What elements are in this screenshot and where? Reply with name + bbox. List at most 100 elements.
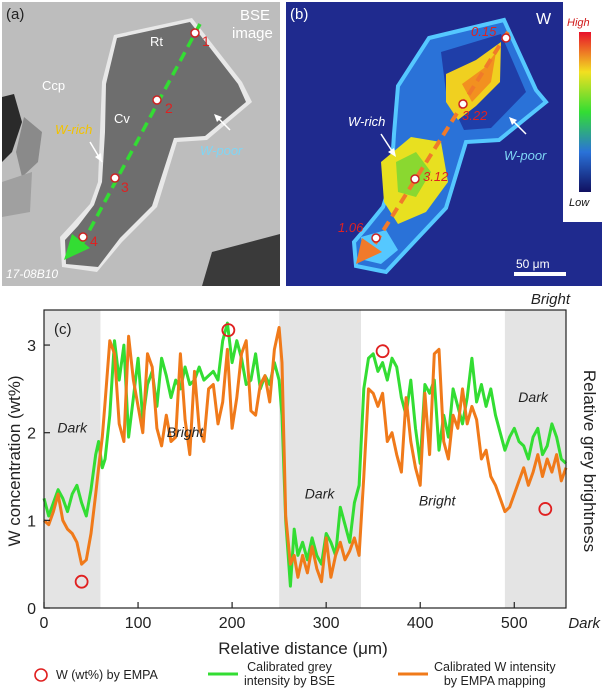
point-label-1: 1: [202, 33, 210, 49]
x-tick-label-1: 100: [125, 615, 152, 632]
point-marker-4: [78, 232, 88, 242]
x-tick-label-4: 400: [407, 615, 434, 632]
profile-arrow-line: [78, 23, 202, 249]
profile-arrowhead: [64, 234, 90, 260]
legend-label-mapping-line2: by EMPA mapping: [443, 674, 546, 688]
w-poor-pointer-head: [214, 114, 222, 122]
tick-labels: 0 100 200 300 400 500 0 1 2 3: [27, 338, 528, 632]
colorbar: High Low: [563, 2, 603, 222]
cv-grain: [16, 117, 42, 177]
y2-axis-label: Relative grey brightness: [580, 370, 599, 552]
w-map-panel: 0.15 3.22 3.12 1.06 (b) W W-rich W-poor …: [286, 2, 602, 286]
ccp-label: Ccp: [42, 78, 65, 93]
legend-marker-circle: [34, 668, 48, 682]
x-tick-label-0: 0: [40, 615, 49, 632]
rt-label: Rt: [150, 34, 163, 49]
y-tick-label-1: 1: [27, 513, 36, 530]
panel-c-label: (c): [54, 321, 72, 338]
series-line-1: [42, 321, 568, 588]
map-point-1: [501, 33, 511, 43]
legend-label-mapping-line1: Calibrated W intensity: [434, 660, 556, 674]
map-value-4: 1.06: [338, 220, 364, 235]
profile-arrow-line: [369, 30, 510, 252]
legend-label-bse: Calibrated grey intensity by BSE: [244, 660, 335, 688]
scale-bar: [514, 272, 566, 276]
w-rich-pointer-head: [95, 153, 102, 162]
y-axis-label: W concentration (wt%): [5, 376, 24, 547]
rutile-crystal: [65, 22, 246, 267]
plot-frame: [43, 309, 567, 609]
shaded-region-0: [44, 310, 101, 608]
legend-item-empa: W (wt%) by EMPA: [32, 666, 158, 684]
empa-point-0: [74, 574, 89, 589]
point-marker-1: [190, 28, 200, 38]
panel-b-label: (b): [290, 6, 308, 23]
bse-image-panel: 1 2 3 4 (a) BSE image Rt Ccp Cv W-rich W…: [2, 2, 280, 286]
y-tick-label-2: 2: [27, 426, 36, 443]
map-value-3: 3.12: [423, 169, 449, 184]
x-axis-label: Relative distance (μm): [218, 639, 387, 658]
map-point-3: [410, 174, 420, 184]
point-label-4: 4: [90, 233, 98, 249]
y-tick-label-3: 3: [27, 338, 36, 355]
region-labels: Dark Bright Dark Bright Dark: [57, 389, 548, 508]
chart-legend: W (wt%) by EMPA Calibrated grey intensit…: [0, 660, 604, 700]
scale-bar-label: 50 μm: [516, 257, 550, 271]
y2-bottom-label: Dark: [568, 615, 601, 632]
bse-label-line2: image: [232, 25, 273, 42]
legend-line-green: [208, 672, 238, 676]
axes: [43, 309, 567, 609]
map-value-1: 0.15: [471, 24, 497, 39]
legend-label-bse-line1: Calibrated grey: [247, 660, 332, 674]
cv-label: Cv: [114, 111, 130, 126]
legend-line-orange: [398, 672, 428, 676]
region-label-4: Dark: [518, 389, 549, 405]
empa-point-1: [221, 323, 236, 338]
element-label: W: [536, 11, 552, 28]
region-label-1: Bright: [167, 424, 205, 440]
series-lines: [42, 321, 568, 588]
panel-a-label: (a): [6, 6, 24, 23]
empa-markers: [74, 323, 553, 589]
bse-label-line1: BSE: [240, 7, 270, 24]
map-w-poor-label: W-poor: [504, 148, 547, 163]
w-poor-label: W-poor: [200, 143, 243, 158]
legend-item-empa-mapping: Calibrated W intensity by EMPA mapping: [398, 660, 556, 688]
point-label-3: 3: [121, 179, 129, 195]
colorbar-high-label: High: [567, 17, 590, 29]
series-line-2: [42, 326, 568, 584]
region-label-2: Dark: [305, 485, 336, 501]
map-point-2: [458, 99, 468, 109]
point-marker-2: [152, 95, 162, 105]
w-profile-chart: 0 100 200 300 400 500 0 1 2 3 Dark Bright Dark Brigh…: [5, 291, 601, 658]
x-tick-label-3: 300: [313, 615, 340, 632]
region-label-0: Dark: [57, 420, 88, 436]
bse-image: 1 2 3 4 (a) BSE image Rt Ccp Cv W-rich W…: [2, 2, 280, 286]
w-rich-label: W-rich: [55, 122, 92, 137]
y-tick-label-0: 0: [27, 601, 36, 618]
x-tick-label-5: 500: [501, 615, 528, 632]
empa-point-3: [538, 502, 553, 516]
colorbar-low-label: Low: [569, 197, 590, 209]
legend-label-mapping: Calibrated W intensity by EMPA mapping: [434, 660, 556, 688]
point-label-2: 2: [165, 100, 173, 116]
cv-grain: [2, 172, 32, 217]
map-w-poor-pointer-head: [509, 117, 517, 125]
map-point-4: [371, 233, 381, 243]
sample-id: 17-08B10: [6, 267, 58, 281]
w-map-image: 0.15 3.22 3.12 1.06 (b) W W-rich W-poor …: [286, 2, 602, 286]
colorbar-gradient: [579, 32, 591, 192]
empa-point-2: [375, 344, 390, 359]
point-marker-3: [110, 173, 120, 183]
map-w-rich-label: W-rich: [348, 114, 385, 129]
legend-label-bse-line2: intensity by BSE: [244, 674, 336, 688]
region-label-3: Bright: [419, 492, 457, 508]
map-value-2: 3.22: [462, 108, 488, 123]
dark-void: [202, 234, 280, 286]
x-tick-label-2: 200: [219, 615, 246, 632]
legend-item-bse: Calibrated grey intensity by BSE: [208, 660, 335, 688]
dark-fracture: [2, 94, 22, 162]
y2-top-label: Bright: [531, 291, 571, 308]
map-w-rich-pointer-head: [388, 148, 396, 157]
legend-label-empa: W (wt%) by EMPA: [56, 668, 158, 682]
